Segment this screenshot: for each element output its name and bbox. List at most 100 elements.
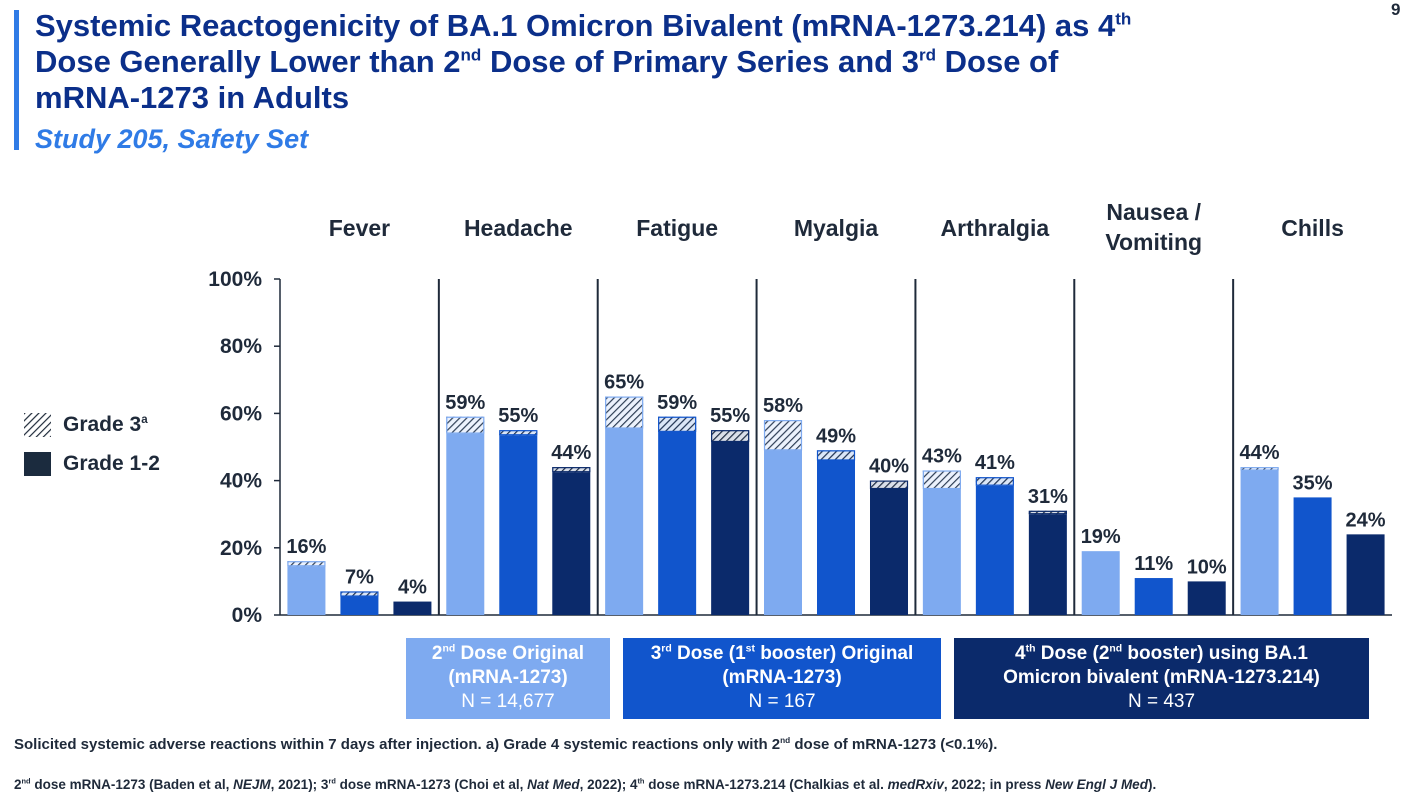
data-label: 16% <box>286 536 326 558</box>
data-label: 35% <box>1293 472 1333 494</box>
bar-grade3-outline <box>763 420 803 451</box>
bar-grade12 <box>393 601 432 615</box>
data-label: 59% <box>657 392 697 414</box>
bar-grade12 <box>1081 551 1120 615</box>
bar-grade3-outline <box>711 430 750 443</box>
y-tick-label: 20% <box>220 537 262 560</box>
bar-grade12 <box>817 460 855 615</box>
data-label: 31% <box>1028 486 1068 508</box>
bar-grade3 <box>499 430 538 436</box>
solid-swatch-icon <box>24 452 51 476</box>
bar-grade3 <box>870 480 908 489</box>
bar-chart: 0% 20% 40% 60% 80% 100% Fever Headache Fatigue My… <box>208 199 1392 627</box>
bar-grade12 <box>1187 581 1226 615</box>
data-label: 41% <box>975 452 1015 474</box>
bar-grade12 <box>711 441 750 615</box>
data-label: 43% <box>922 446 962 468</box>
bar-grade3 <box>1240 467 1279 471</box>
category-label: Nausea / <box>1106 199 1201 225</box>
bar-grade3-outline <box>1028 510 1067 515</box>
data-label: 55% <box>498 405 538 427</box>
bar-grade3 <box>658 416 697 432</box>
bar-grade3-outline <box>975 477 1014 486</box>
group-label-2nd-dose: 2nd Dose Original (mRNA-1273) N = 14,677 <box>406 638 610 719</box>
y-tick-label: 60% <box>220 402 262 425</box>
bar-grade3-outline <box>446 416 485 434</box>
group-label-4th-dose: 4th Dose (2nd booster) using BA.1 Omicro… <box>954 638 1369 719</box>
y-tick-label: 100% <box>208 268 262 291</box>
bar-grade3 <box>711 430 750 442</box>
data-label: 44% <box>551 442 591 464</box>
data-label: 10% <box>1187 556 1227 578</box>
data-label: 59% <box>445 392 485 414</box>
bar-grade12 <box>1346 534 1385 615</box>
bar-grade12 <box>499 435 538 615</box>
bar-grade3-outline <box>552 467 591 473</box>
y-tick-label: 40% <box>220 470 262 493</box>
bar-grade3-outline <box>1240 467 1279 471</box>
page-title: Systemic Reactogenicity of BA.1 Omicron … <box>35 8 1132 115</box>
bar-grade3-outline <box>287 561 326 567</box>
bar-grade3 <box>764 420 802 451</box>
footnote-2: 2nd dose mRNA-1273 (Baden et al, NEJM, 2… <box>14 776 1157 792</box>
bar-grade3-outline <box>816 450 856 461</box>
bar-grade3-outline <box>869 480 909 490</box>
title-accent-bar <box>14 10 19 150</box>
data-label: 49% <box>816 425 856 447</box>
legend-grade12-label: Grade 1-2 <box>63 452 160 475</box>
page-number: 9 <box>1391 0 1401 19</box>
category-label: Fatigue <box>636 215 718 241</box>
data-label: 19% <box>1081 526 1121 548</box>
legend-grade3-label: Grade 3a <box>63 413 148 436</box>
data-label: 24% <box>1346 509 1386 531</box>
bar-grade12 <box>1293 497 1332 615</box>
bar-grade3 <box>975 477 1014 486</box>
bar-grade3-outline <box>499 430 538 436</box>
data-label: 11% <box>1134 553 1173 575</box>
footnote-1: Solicited systemic adverse reactions wit… <box>14 736 998 753</box>
category-label: Myalgia <box>794 215 879 241</box>
bar-grade3-outline <box>340 591 379 597</box>
data-label: 4% <box>398 577 427 599</box>
data-label: 44% <box>1240 442 1280 464</box>
category-label: Vomiting <box>1105 229 1202 255</box>
legend-grade12: Grade 1-2 <box>24 452 160 476</box>
bar-grade3 <box>605 396 644 429</box>
bar-grade12 <box>658 431 697 615</box>
y-tick-label: 0% <box>232 604 263 627</box>
bar-grade12 <box>1028 514 1067 615</box>
bar-grade12 <box>764 450 802 615</box>
bar-grade12 <box>340 596 379 615</box>
data-label: 7% <box>345 566 374 588</box>
category-label: Chills <box>1281 215 1344 241</box>
bar-grade3 <box>922 470 961 489</box>
y-tick-label: 80% <box>220 335 262 358</box>
category-label: Fever <box>329 215 390 241</box>
bar-grade3 <box>817 450 855 461</box>
bar-grade3 <box>446 416 485 434</box>
bar-grade12 <box>446 433 485 615</box>
bar-grade3 <box>552 467 591 473</box>
page-subtitle: Study 205, Safety Set <box>35 124 309 154</box>
bar-grade12 <box>552 472 591 615</box>
bar-grade3-outline <box>658 416 697 432</box>
bar-grade12 <box>1240 470 1279 615</box>
bar-grade3 <box>1028 510 1067 515</box>
bar-grade12 <box>1134 578 1173 615</box>
data-label: 65% <box>604 372 644 394</box>
bar-grade12 <box>975 485 1014 615</box>
legend-grade3: Grade 3a <box>24 413 148 437</box>
bar-grade12 <box>870 489 908 615</box>
bar-grade3 <box>340 591 379 597</box>
bar-grade12 <box>922 489 961 615</box>
bar-grade12 <box>605 428 644 615</box>
bar-grade3-outline <box>922 470 961 490</box>
bar-grade3 <box>287 561 326 567</box>
bar-grade12 <box>287 566 326 615</box>
group-label-3rd-dose: 3rd Dose (1st booster) Original (mRNA-12… <box>623 638 941 719</box>
data-label: 40% <box>869 456 909 478</box>
category-label: Headache <box>464 215 573 241</box>
category-label: Arthralgia <box>941 215 1050 241</box>
data-label: 58% <box>763 395 803 417</box>
bar-grade3-outline <box>605 396 644 429</box>
